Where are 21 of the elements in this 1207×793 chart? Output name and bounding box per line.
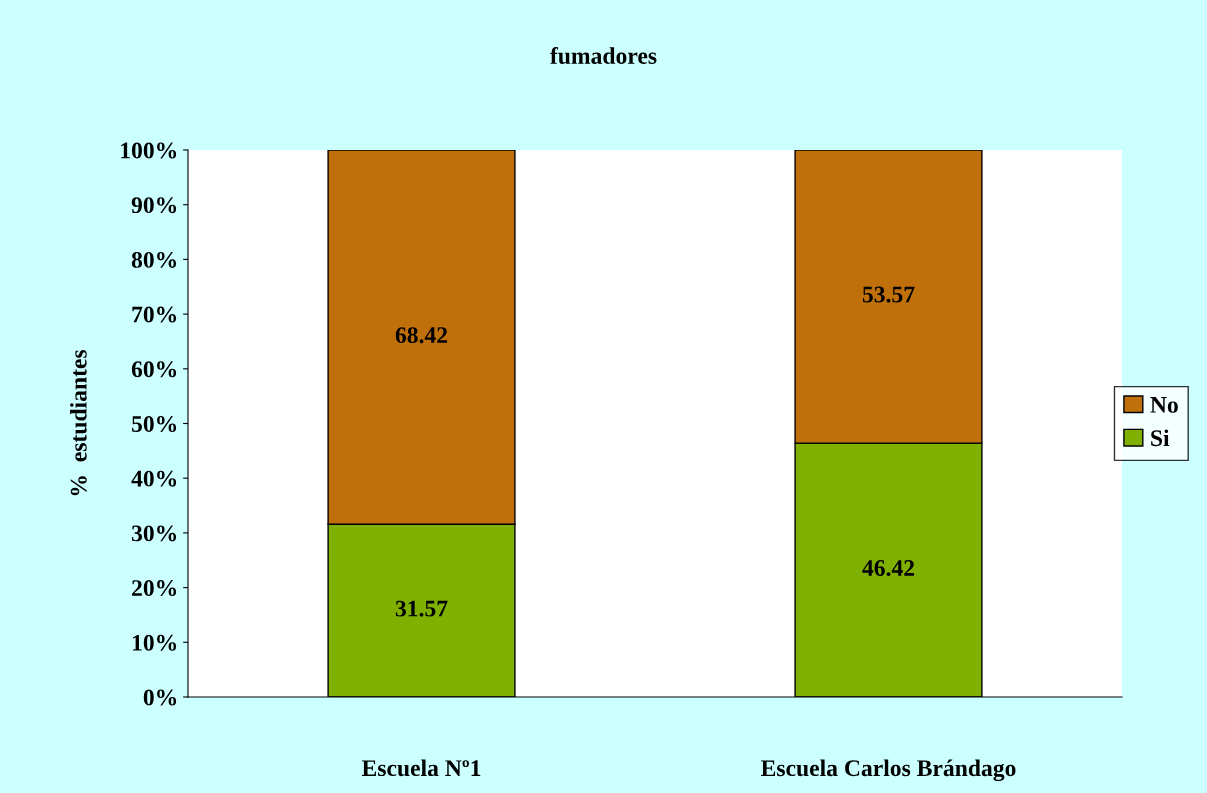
data-label: 46.42 [862, 560, 915, 577]
y-tick-label: 10% [132, 634, 177, 651]
x-tick-label: Escuela Nº1 [361, 759, 481, 777]
y-tick-label: 0% [143, 689, 177, 706]
legend-label: No [1150, 397, 1178, 413]
x-tick-label: Escuela Carlos Brándago [761, 759, 1016, 782]
y-tick-label: 20% [132, 580, 177, 597]
y-tick-label: 60% [131, 361, 177, 378]
y-tick-label: 90% [131, 197, 177, 214]
y-tick-label: 70% [132, 306, 177, 323]
y-tick-label: 40% [131, 470, 177, 487]
y-tick-label: 50% [132, 415, 177, 432]
y-axis-title: % estudiantes [70, 349, 87, 496]
data-label: 31.57 [395, 600, 448, 617]
y-tick-label: 80% [131, 251, 177, 268]
chart-title: fumadores [550, 47, 657, 64]
y-tick-label: 30% [131, 525, 177, 542]
data-label: 68.42 [395, 327, 448, 344]
data-label: 53.57 [862, 286, 915, 303]
legend-label: Si [1151, 429, 1170, 447]
y-tick-label: 100% [121, 142, 177, 159]
